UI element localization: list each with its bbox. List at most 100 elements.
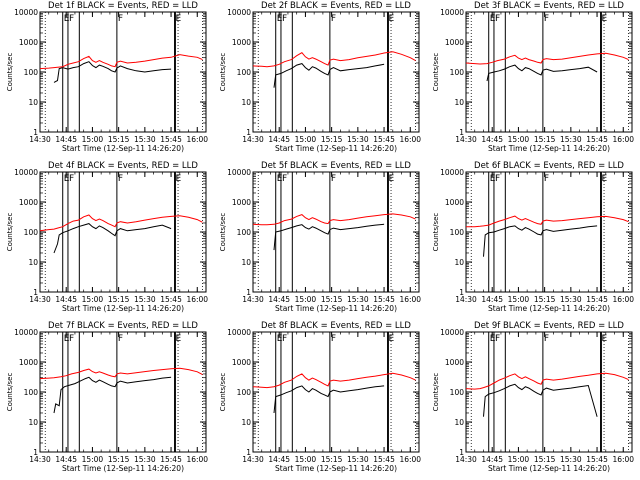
x-tick-label: 15:45 [373,295,395,304]
flag-label: F [282,14,287,24]
y-tick-label: 10000 [227,328,251,337]
y-tick-label: 1 [33,128,38,137]
x-tick-label: 15:00 [508,135,530,144]
y-axis-label: Counts/sec [219,213,227,252]
lld-series-line [39,367,203,380]
flag-label: E [490,334,496,344]
flag-label: F [69,14,74,24]
y-axis-label: Counts/sec [432,53,440,92]
x-tick-label: 15:45 [160,135,182,144]
y-tick-label: 10000 [440,8,464,17]
x-tick-label: 14:45 [268,295,290,304]
x-tick-label: 16:00 [612,135,634,144]
flag-label: F [282,334,287,344]
x-axis-label: Start Time (12-Sep-11 14:26:20) [62,144,184,153]
x-tick-label: 15:00 [82,455,104,464]
flag-label: F [544,174,549,184]
y-tick-label: 1000 [445,358,464,367]
flag-label: E [64,334,70,344]
events-series-line [483,383,598,417]
y-tick-label: 1000 [19,198,38,207]
x-tick-label: 14:45 [268,135,290,144]
lld-series-line [252,372,416,389]
y-tick-label: 10 [28,98,38,107]
lld-series-line [465,372,629,390]
y-tick-label: 10 [454,258,464,267]
events-series-line [53,376,172,414]
y-tick-label: 1000 [445,198,464,207]
y-tick-label: 10 [241,258,251,267]
flag-label: F [118,174,123,184]
y-tick-label: 10000 [14,328,38,337]
plot-frame [252,331,420,453]
flag-label: F [118,334,123,344]
x-axis-label: Start Time (12-Sep-11 14:26:20) [275,464,397,473]
x-tick-label: 14:30 [29,295,51,304]
x-tick-label: 15:45 [586,295,608,304]
y-tick-label: 10000 [14,168,38,177]
y-tick-label: 1 [33,288,38,297]
flag-label: F [331,334,336,344]
x-tick-label: 14:45 [55,135,77,144]
x-tick-label: 16:00 [186,295,208,304]
x-tick-label: 14:30 [242,455,264,464]
x-axis-label: Start Time (12-Sep-11 14:26:20) [275,144,397,153]
flag-label: E [389,174,395,184]
y-tick-label: 10000 [440,328,464,337]
x-tick-label: 15:00 [295,455,317,464]
flag-label: F [118,14,123,24]
y-tick-label: 1 [459,288,464,297]
y-tick-label: 1000 [445,38,464,47]
y-tick-label: 1 [33,448,38,457]
x-axis-label: Start Time (12-Sep-11 14:26:20) [62,304,184,313]
x-tick-label: 15:15 [534,455,556,464]
y-tick-label: 100 [237,228,252,237]
x-axis-label: Start Time (12-Sep-11 14:26:20) [275,304,397,313]
detector-panel-4: Det 4f BLACK = Events, RED = LLD 1 10 100 10… [6,161,208,313]
panel-title: Det 3f BLACK = Events, RED = LLD [474,1,624,11]
y-tick-label: 1000 [19,38,38,47]
x-tick-label: 15:15 [321,455,343,464]
x-tick-label: 16:00 [399,455,421,464]
flag-label: E [277,334,283,344]
x-tick-label: 15:15 [108,455,130,464]
flag-label: F [544,334,549,344]
x-tick-label: 15:45 [373,135,395,144]
y-tick-label: 1000 [232,198,251,207]
y-axis-label: Counts/sec [6,373,14,412]
detector-panel-5: Det 5f BLACK = Events, RED = LLD 1 10 100 10… [219,161,421,313]
events-series-line [486,64,598,82]
y-tick-label: 100 [24,228,39,237]
x-tick-label: 14:45 [55,455,77,464]
flag-label: E [176,174,182,184]
flag-label: E [490,14,496,24]
y-tick-label: 10000 [227,8,251,17]
x-tick-label: 15:00 [82,295,104,304]
flag-label: E [602,14,608,24]
lld-series-line [252,51,416,68]
x-tick-label: 15:00 [508,455,530,464]
flag-label: F [495,174,500,184]
x-tick-label: 15:30 [560,135,582,144]
x-tick-label: 14:45 [481,135,503,144]
y-tick-label: 100 [450,388,465,397]
x-tick-label: 14:30 [242,295,264,304]
panel-title: Det 9f BLACK = Events, RED = LLD [474,321,624,331]
x-tick-label: 15:30 [560,295,582,304]
plot-frame [39,11,207,133]
flag-label: F [69,174,74,184]
x-tick-label: 15:15 [534,295,556,304]
x-tick-label: 16:00 [399,135,421,144]
y-tick-label: 10000 [440,168,464,177]
detector-panel-3: Det 3f BLACK = Events, RED = LLD 1 10 100 10… [432,1,634,153]
x-tick-label: 15:00 [295,295,317,304]
x-tick-label: 15:00 [295,135,317,144]
lld-series-line [252,213,416,226]
x-tick-label: 16:00 [186,135,208,144]
x-tick-label: 14:30 [455,295,477,304]
x-tick-label: 15:30 [347,455,369,464]
x-tick-label: 14:30 [29,455,51,464]
flag-label: E [602,334,608,344]
plot-frame [252,11,420,133]
events-series-line [53,61,172,83]
